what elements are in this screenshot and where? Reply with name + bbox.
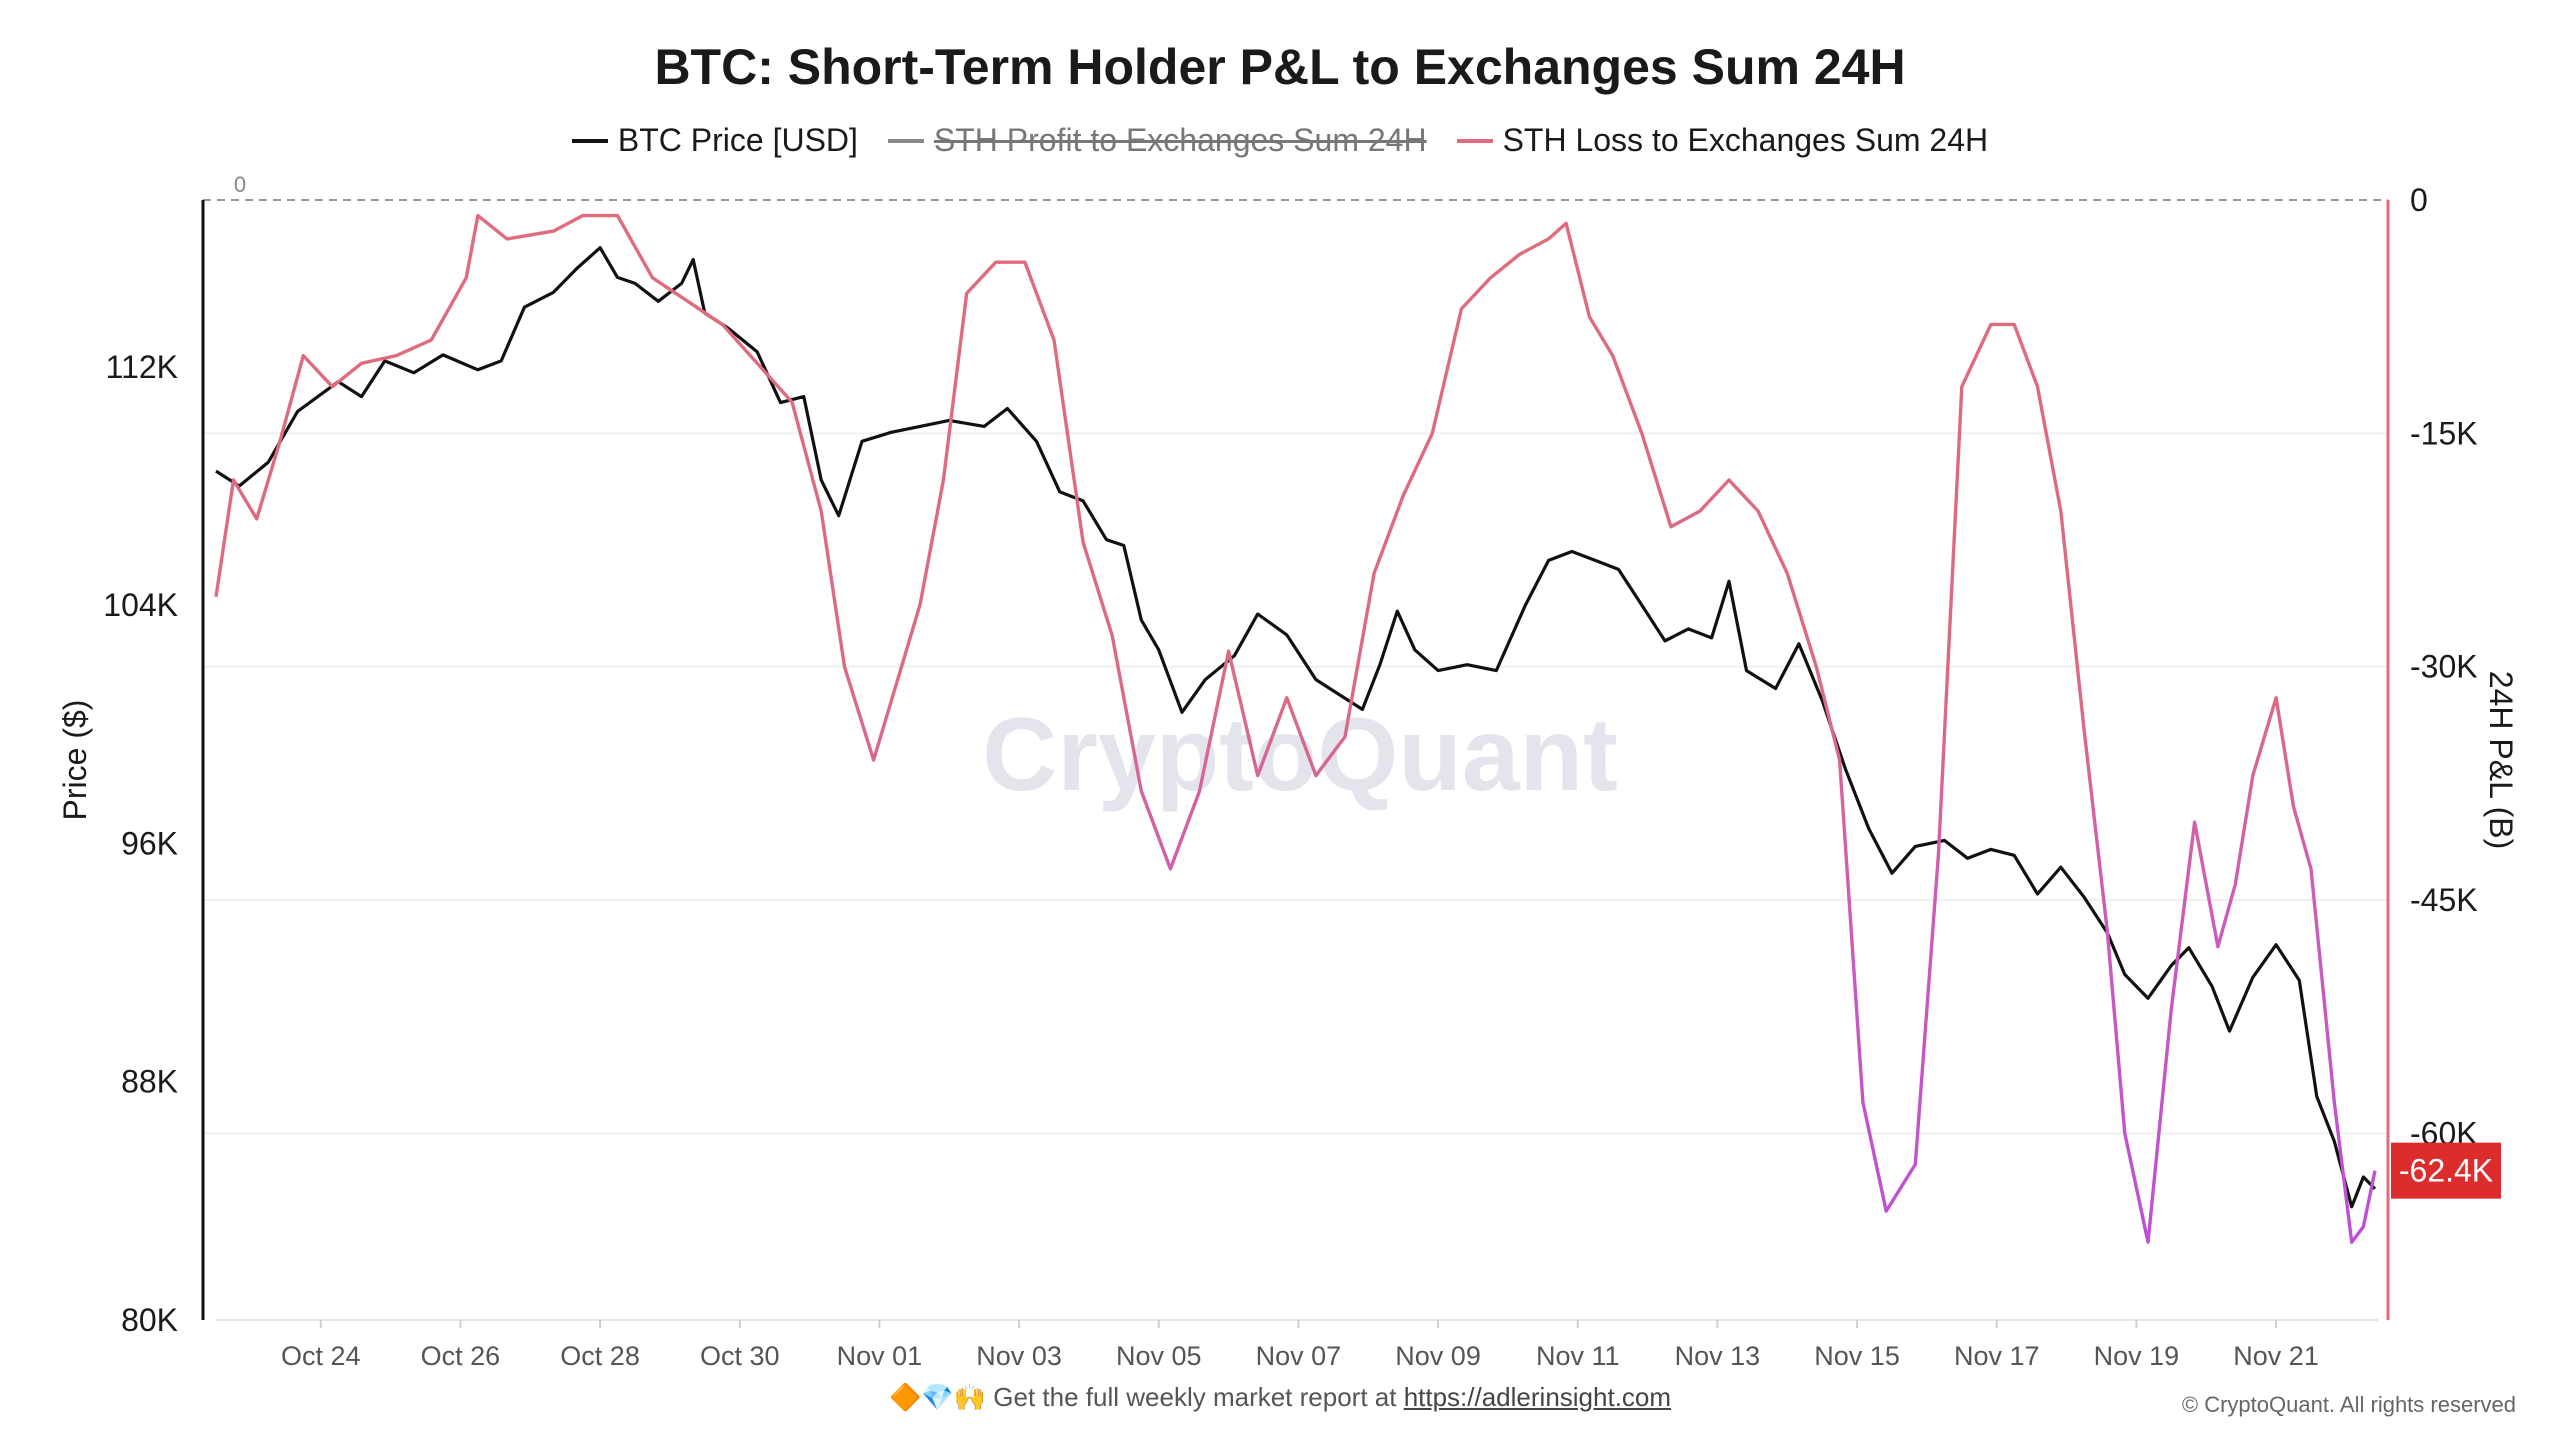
legend-item-sth-profit[interactable]: STH Profit to Exchanges Sum 24H — [887, 122, 1427, 159]
footer-link[interactable]: https://adlerinsight.com — [1403, 1382, 1672, 1412]
y-left-tick-label: 112K — [106, 349, 178, 385]
y-left-axis-title: Price ($) — [57, 700, 93, 821]
x-tick-label: Nov 19 — [2094, 1341, 2180, 1371]
legend-label: BTC Price [USD] — [617, 122, 858, 158]
x-tick-label: Nov 15 — [1814, 1341, 1900, 1371]
grid — [203, 199, 2388, 1135]
x-tick-label: Nov 11 — [1536, 1341, 1620, 1371]
x-tick-label: Nov 01 — [837, 1341, 923, 1371]
copyright: © CryptoQuant. All rights reserved — [2181, 1392, 2516, 1417]
x-tick-label: Oct 30 — [700, 1341, 780, 1371]
legend-swatch-btc-price — [571, 138, 608, 143]
y-right-tick-label: -30K — [2410, 649, 2478, 685]
x-tick-label: Nov 21 — [2233, 1341, 2319, 1371]
y-right-axis-title: 24H P&L (B) — [2483, 671, 2519, 849]
footer: 🔶💎🙌 Get the full weekly market report at… — [0, 1382, 2560, 1413]
legend-item-sth-loss[interactable]: STH Loss to Exchanges Sum 24H — [1456, 122, 1989, 159]
legend-item-btc-price[interactable]: BTC Price [USD] — [571, 122, 858, 159]
x-tick-label: Nov 17 — [1954, 1341, 2040, 1371]
y-right-tick-label: -15K — [2410, 415, 2478, 451]
footer-text: 🔶💎🙌 Get the full weekly market report at — [888, 1382, 1404, 1412]
zero-line-label: 0 — [234, 172, 246, 197]
series-layer — [214, 213, 2377, 1244]
legend-swatch-sth-profit — [887, 138, 924, 143]
last-value-badge-label: -62.4K — [2399, 1153, 2493, 1189]
x-tick-label: Oct 26 — [421, 1341, 501, 1371]
legend-swatch-sth-loss — [1456, 138, 1493, 143]
y-left-tick-label: 104K — [103, 587, 178, 623]
x-tick-label: Nov 03 — [976, 1341, 1062, 1371]
legend: BTC Price [USD] STH Profit to Exchanges … — [0, 122, 2560, 159]
chart-title: BTC: Short-Term Holder P&L to Exchanges … — [654, 39, 1906, 95]
y-left-tick-label: 88K — [121, 1064, 178, 1100]
last-value-badge — [2391, 1142, 2501, 1199]
watermark: CryptoQuant — [982, 697, 1618, 813]
legend-label: STH Profit to Exchanges Sum 24H — [933, 122, 1427, 158]
x-tick-label: Oct 24 — [281, 1341, 361, 1371]
series-sth-loss — [214, 213, 2377, 1244]
legend-label: STH Loss to Exchanges Sum 24H — [1502, 122, 1989, 158]
x-tick-label: Nov 05 — [1116, 1341, 1202, 1371]
x-tick-label: Nov 07 — [1256, 1341, 1342, 1371]
x-tick-label: Nov 13 — [1675, 1341, 1761, 1371]
x-tick-label: Oct 28 — [560, 1341, 640, 1371]
y-left-tick-label: 96K — [121, 825, 178, 861]
y-left-tick-label: 80K — [121, 1302, 178, 1338]
y-right-tick-label: 0 — [2410, 182, 2428, 218]
axes — [201, 200, 2390, 1328]
y-right-tick-label: -45K — [2410, 882, 2478, 918]
x-tick-label: Nov 09 — [1395, 1341, 1481, 1371]
